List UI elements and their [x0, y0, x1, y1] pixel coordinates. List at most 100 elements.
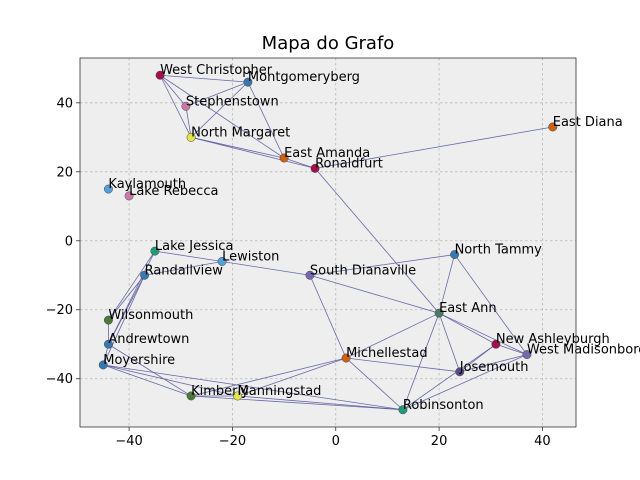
- graph-node: [434, 308, 444, 318]
- graph-edge: [237, 395, 403, 411]
- graph-node: [186, 391, 196, 401]
- node-label: Wilsonmouth: [108, 308, 193, 323]
- node-label: West Madisonborough: [527, 343, 640, 358]
- y-tick-label: 0: [65, 234, 73, 249]
- graph-edge: [103, 364, 238, 397]
- node-layer: [98, 70, 558, 415]
- y-tick-label: −20: [46, 303, 73, 318]
- x-tick-label: 20: [431, 434, 448, 449]
- graph-edge: [108, 343, 192, 397]
- graph-edge: [159, 75, 192, 138]
- graph-node: [279, 153, 289, 163]
- graph-edge: [402, 343, 497, 411]
- graph-edge: [346, 357, 460, 373]
- node-label: South Dianaville: [310, 263, 416, 278]
- graph-edge: [108, 275, 145, 321]
- graph-edge: [309, 254, 455, 276]
- axes-frame: [79, 57, 577, 428]
- graph-edge: [222, 261, 310, 276]
- graph-node: [233, 391, 243, 401]
- graph-edge: [103, 364, 192, 397]
- graph-edge: [438, 312, 497, 345]
- graph-edge: [315, 126, 553, 169]
- graph-node: [491, 339, 501, 349]
- graph-edge: [283, 157, 316, 169]
- graph-edge: [495, 343, 528, 355]
- graph-node: [186, 132, 196, 142]
- x-tick-label: 40: [534, 434, 551, 449]
- graph-edge: [402, 313, 440, 410]
- node-label: Lake Rebecca: [129, 184, 218, 199]
- graph-edge: [345, 357, 404, 411]
- graph-edge: [185, 81, 249, 107]
- graph-edge: [190, 81, 249, 138]
- graph-edge: [309, 274, 440, 314]
- graph-node: [217, 257, 227, 266]
- graph-node: [103, 315, 113, 325]
- node-label: Michellestad: [346, 346, 428, 361]
- node-label: Robinsonton: [403, 398, 484, 413]
- graph-node: [155, 70, 165, 80]
- node-label: West Christopher: [160, 63, 273, 78]
- node-label: Ronaldfurt: [315, 156, 383, 171]
- node-label: East Amanda: [284, 146, 370, 161]
- graph-edge: [402, 354, 528, 411]
- node-label: North Tammy: [455, 243, 543, 258]
- graph-edge: [159, 74, 187, 107]
- graph-node: [455, 367, 465, 377]
- node-label: Stephenstown: [186, 94, 279, 109]
- graph-edge: [160, 74, 248, 83]
- node-label: Andrewtown: [108, 332, 189, 347]
- graph-node: [398, 405, 408, 415]
- x-tick-label: −20: [219, 434, 246, 449]
- y-tick-label: 20: [56, 165, 73, 180]
- graph-edge: [345, 312, 440, 359]
- graph-edge: [438, 254, 455, 314]
- graph-node: [305, 270, 315, 280]
- graph-node: [310, 163, 320, 173]
- graph-edge: [108, 250, 156, 321]
- node-label: Lewiston: [222, 249, 279, 264]
- node-label: North Margaret: [191, 125, 290, 140]
- graph-edge: [438, 312, 528, 355]
- graph-edge: [190, 136, 316, 169]
- node-label: East Ann: [439, 301, 497, 316]
- graph-node: [124, 191, 134, 201]
- graph-edge: [191, 395, 403, 411]
- graph-edge: [309, 275, 347, 359]
- x-tick-label: −40: [115, 434, 142, 449]
- graph-edge: [454, 254, 528, 355]
- graph-node: [548, 122, 558, 132]
- node-label: Montgomeryberg: [248, 70, 360, 85]
- y-tick-label: 40: [56, 96, 73, 111]
- graph-node: [522, 350, 532, 360]
- graph-edge: [144, 261, 223, 276]
- graph-edge: [237, 357, 347, 397]
- grid-lines: [80, 58, 576, 427]
- plot-area: [80, 58, 576, 427]
- graph-node: [181, 101, 191, 111]
- graph-edge: [459, 354, 528, 373]
- graph-edge: [102, 275, 145, 366]
- graph-node: [341, 353, 351, 363]
- node-label: Moyershire: [103, 353, 175, 368]
- node-label: Kaylamouth: [108, 177, 186, 192]
- graph-node: [243, 77, 253, 87]
- node-label: Manningstad: [238, 384, 322, 399]
- graph-edge: [185, 106, 192, 138]
- node-label: New Ashleyburgh: [496, 332, 610, 347]
- node-label: East Diana: [553, 115, 623, 130]
- node-label: Lake Jessica: [155, 239, 234, 254]
- graph-edge: [247, 81, 285, 159]
- graph-node: [103, 339, 113, 349]
- graph-node: [150, 246, 160, 256]
- chart-title: Mapa do Grafo: [262, 33, 395, 54]
- x-tick-label: 0: [332, 434, 340, 449]
- node-label: Randallview: [145, 263, 224, 278]
- graph-node: [103, 184, 113, 194]
- graph-edge: [190, 136, 285, 159]
- axis-ticks: −40 −20 0 20 40 −40 −20 0 20 40: [46, 57, 577, 449]
- graph-node: [140, 270, 150, 280]
